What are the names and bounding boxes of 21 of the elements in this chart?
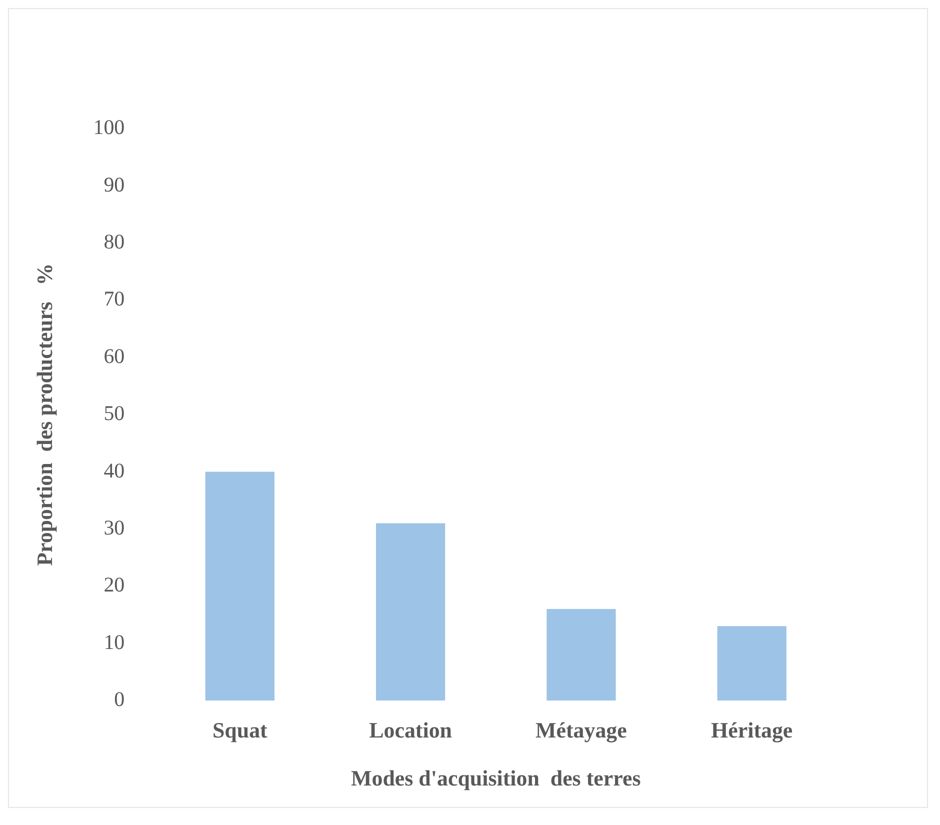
y-tick-label: 80: [104, 230, 125, 254]
bar: [205, 472, 274, 700]
y-tick-label: 60: [104, 344, 125, 368]
x-tick-label: Squat: [212, 717, 268, 742]
y-tick-label: 0: [114, 686, 125, 711]
y-tick-label: 90: [104, 172, 125, 196]
bar: [376, 523, 446, 700]
y-axis-title: Proportion des producteurs %: [32, 263, 57, 566]
y-tick-label: 100: [93, 115, 125, 140]
x-tick-label: Métayage: [536, 717, 628, 742]
bar: [546, 608, 616, 700]
x-tick-label: Héritage: [711, 717, 793, 742]
y-tick-label: 40: [104, 458, 125, 482]
x-tick-label: Location: [369, 717, 452, 742]
y-tick-label: 20: [104, 572, 125, 597]
y-tick-label: 10: [104, 630, 125, 654]
y-tick-label: 30: [104, 515, 125, 540]
y-tick-label: 50: [104, 401, 125, 426]
x-axis-title: Modes d'acquisition des terres: [351, 766, 641, 791]
y-tick-label: 70: [104, 286, 125, 311]
bar: [717, 626, 786, 700]
